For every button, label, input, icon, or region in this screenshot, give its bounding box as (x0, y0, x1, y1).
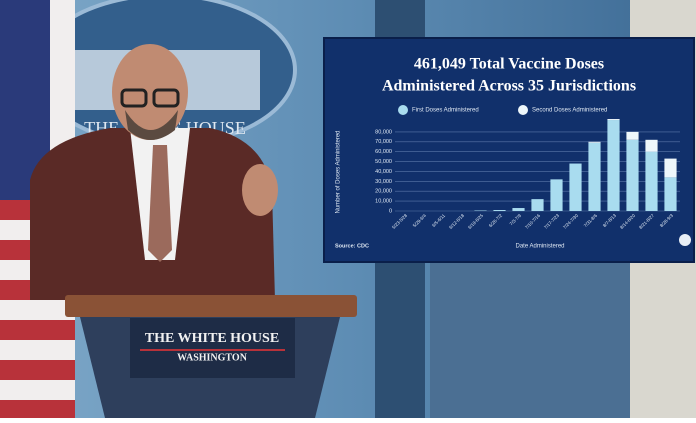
bar-segment (588, 143, 600, 211)
bar-segment (607, 119, 619, 120)
podium-sign (130, 318, 295, 378)
bar-segment (512, 208, 524, 211)
podium-top (65, 295, 357, 317)
y-tick-label: 0 (389, 208, 392, 214)
bar-segment (531, 199, 543, 211)
y-tick-label: 30,000 (375, 179, 392, 185)
legend-label: Second Doses Administered (532, 108, 607, 114)
podium-line2: WASHINGTON (177, 352, 248, 363)
y-tick-label: 10,000 (375, 199, 392, 205)
logo (679, 234, 691, 246)
door (430, 260, 630, 418)
y-tick-label: 50,000 (375, 159, 392, 165)
bar-segment (626, 132, 638, 140)
chart-subtitle: Administered Across 35 Jurisdictions (382, 78, 636, 95)
bar-segment (588, 142, 600, 143)
bar-segment (664, 159, 676, 178)
legend-swatch (518, 105, 528, 115)
y-tick-label: 60,000 (375, 149, 392, 155)
source: Source: CDC (335, 243, 369, 249)
bar-segment (550, 179, 562, 211)
bar-segment (645, 152, 657, 211)
bar-segment (645, 140, 657, 152)
legend-label: First Doses Administered (412, 108, 479, 114)
y-tick-label: 80,000 (375, 129, 392, 135)
chart-title: 461,049 Total Vaccine Doses (414, 56, 604, 73)
bar-segment (607, 120, 619, 211)
hand (242, 164, 278, 216)
y-tick-label: 20,000 (375, 189, 392, 195)
y-tick-label: 70,000 (375, 139, 392, 145)
x-axis-label: Date Administered (515, 244, 564, 250)
y-axis-label: Number of Doses Administered (336, 130, 342, 213)
bar-segment (569, 164, 581, 211)
bar-segment (493, 210, 505, 211)
legend-swatch (398, 105, 408, 115)
y-tick-label: 40,000 (375, 169, 392, 175)
podium-line1: THE WHITE HOUSE (145, 331, 279, 346)
bar-segment (626, 140, 638, 211)
bar-segment (664, 177, 676, 211)
